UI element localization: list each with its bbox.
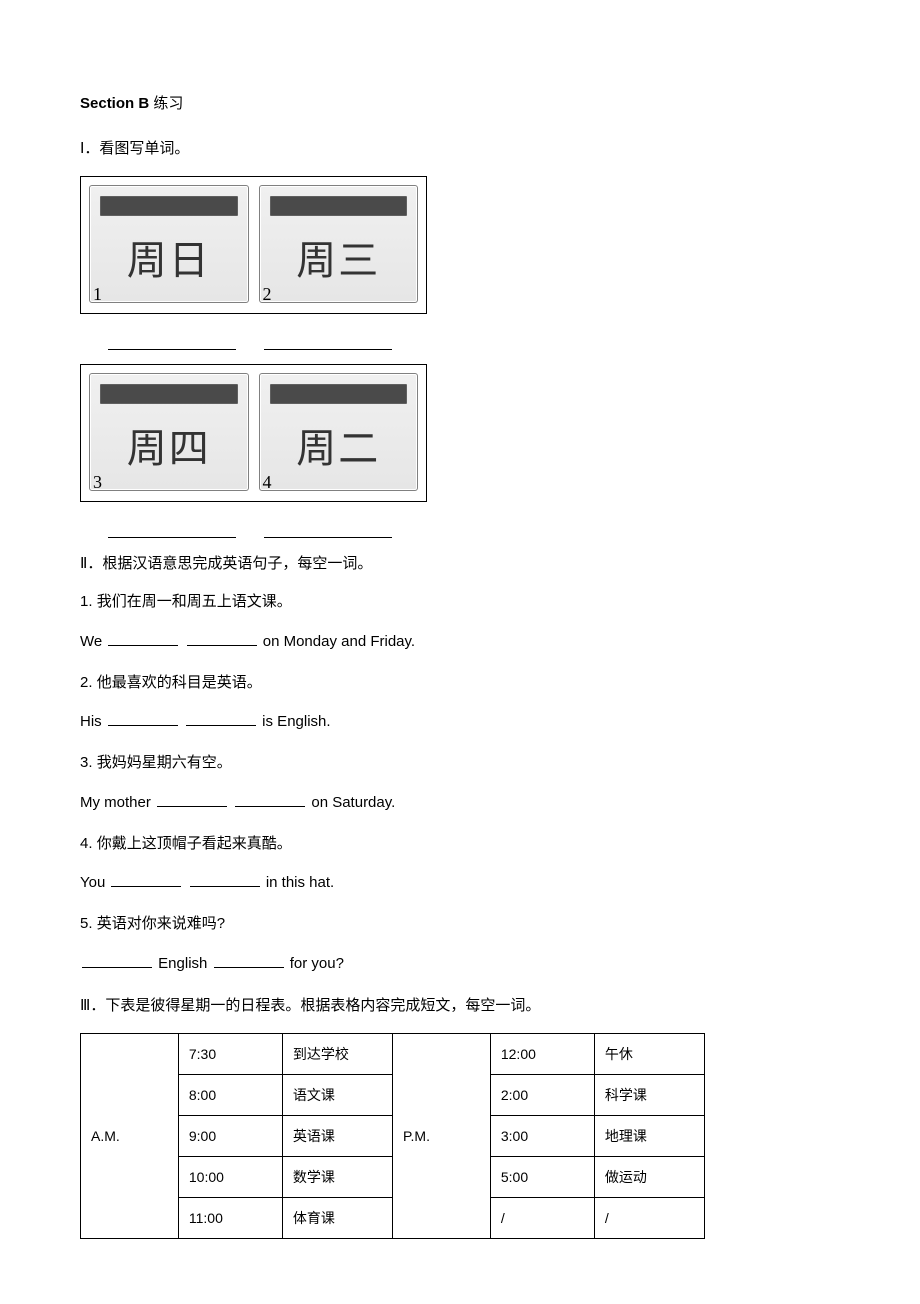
- q3-blank1[interactable]: [157, 793, 227, 807]
- q5-blank1[interactable]: [82, 954, 152, 968]
- card-2-num: 2: [263, 284, 272, 305]
- card-4: 周二 4: [259, 373, 419, 491]
- q2-blank1[interactable]: [108, 712, 178, 726]
- section-label-bold: Section B: [80, 95, 149, 112]
- card-4-num: 4: [263, 472, 272, 493]
- card-2: 周三 2: [259, 185, 419, 303]
- am-label: A.M.: [81, 1033, 179, 1238]
- q2-blank2[interactable]: [186, 712, 256, 726]
- card-1-text: 周日: [90, 216, 248, 286]
- card-row-1: 周日 1 周三 2: [80, 176, 427, 314]
- blanks-row-2: [108, 524, 840, 538]
- pm-label: P.M.: [392, 1033, 490, 1238]
- answer-blank-4[interactable]: [264, 524, 392, 538]
- card-row-2: 周四 3 周二 4: [80, 364, 427, 502]
- q1-blank1[interactable]: [108, 632, 178, 646]
- card-1: 周日 1: [89, 185, 249, 303]
- q4-blank1[interactable]: [111, 873, 181, 887]
- worksheet-page: Section B 练习 Ⅰ．看图写单词。 周日 1 周三 2: [0, 0, 920, 1299]
- answer-blank-2[interactable]: [264, 336, 392, 350]
- section-title: Section B 练习: [80, 92, 840, 113]
- q3-blank2[interactable]: [235, 793, 305, 807]
- card-2-text: 周三: [260, 216, 418, 286]
- answer-blank-3[interactable]: [108, 524, 236, 538]
- blanks-row-1: [108, 336, 840, 350]
- card-3-text: 周四: [90, 404, 248, 474]
- q2-5: 5. 英语对你来说难吗? English for you?: [80, 913, 840, 972]
- part1-heading: Ⅰ．看图写单词。: [80, 137, 840, 158]
- q2-1: 1. 我们在周一和周五上语文课。 We on Monday and Friday…: [80, 591, 840, 650]
- q2-3: 3. 我妈妈星期六有空。 My mother on Saturday.: [80, 752, 840, 811]
- card-3: 周四 3: [89, 373, 249, 491]
- q2-4: 4. 你戴上这顶帽子看起来真酷。 You in this hat.: [80, 833, 840, 892]
- answer-blank-1[interactable]: [108, 336, 236, 350]
- card-3-num: 3: [93, 472, 102, 493]
- schedule-table: A.M. 7:30 到达学校 P.M. 12:00 午休 8:00 语文课 2:…: [80, 1033, 705, 1239]
- section-label-rest: 练习: [149, 95, 183, 112]
- q1-blank2[interactable]: [187, 632, 257, 646]
- q5-blank2[interactable]: [214, 954, 284, 968]
- card-4-text: 周二: [260, 404, 418, 474]
- part3-heading: Ⅲ．下表是彼得星期一的日程表。根据表格内容完成短文，每空一词。: [80, 994, 840, 1015]
- card-1-num: 1: [93, 284, 102, 305]
- q2-2: 2. 他最喜欢的科目是英语。 His is English.: [80, 672, 840, 731]
- table-row: A.M. 7:30 到达学校 P.M. 12:00 午休: [81, 1033, 705, 1074]
- q4-blank2[interactable]: [190, 873, 260, 887]
- part2-heading: Ⅱ．根据汉语意思完成英语句子，每空一词。: [80, 552, 840, 573]
